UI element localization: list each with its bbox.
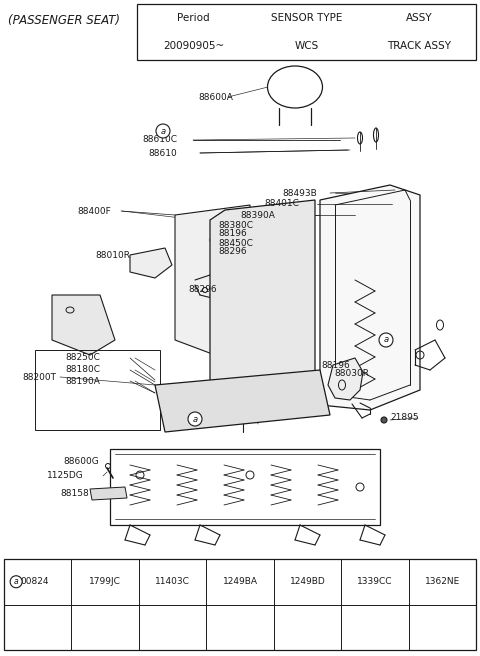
- Text: a: a: [14, 577, 18, 586]
- Text: a: a: [160, 127, 166, 136]
- Text: SENSOR TYPE: SENSOR TYPE: [271, 13, 342, 23]
- Ellipse shape: [300, 613, 315, 620]
- Bar: [137, 4, 476, 60]
- Polygon shape: [52, 295, 115, 355]
- Circle shape: [10, 576, 22, 588]
- Circle shape: [379, 333, 393, 347]
- Text: 1249BD: 1249BD: [289, 577, 325, 586]
- Ellipse shape: [267, 66, 323, 108]
- Ellipse shape: [164, 610, 181, 620]
- Ellipse shape: [363, 614, 387, 628]
- Text: 88610: 88610: [148, 148, 177, 157]
- Ellipse shape: [232, 613, 248, 620]
- Text: 88190A: 88190A: [65, 377, 100, 386]
- Text: 88030R: 88030R: [334, 369, 369, 379]
- Circle shape: [188, 412, 202, 426]
- Text: WCS: WCS: [294, 41, 319, 51]
- Text: 88400F: 88400F: [77, 207, 111, 216]
- Bar: [35, 350, 160, 430]
- Text: 88390A: 88390A: [240, 211, 275, 220]
- Text: 11403C: 11403C: [155, 577, 190, 586]
- Text: 88296: 88296: [188, 285, 216, 295]
- Text: 00824: 00824: [20, 577, 48, 586]
- Bar: [110, 449, 380, 525]
- Polygon shape: [320, 185, 420, 410]
- Bar: [4, 559, 476, 650]
- Polygon shape: [210, 200, 315, 390]
- Text: 1362NE: 1362NE: [425, 577, 460, 586]
- Text: 88196: 88196: [321, 361, 350, 369]
- Polygon shape: [155, 370, 330, 432]
- Text: (PASSENGER SEAT): (PASSENGER SEAT): [8, 14, 120, 27]
- Text: 88380C: 88380C: [218, 220, 253, 230]
- Ellipse shape: [381, 417, 387, 423]
- Text: 88296: 88296: [218, 247, 247, 256]
- Polygon shape: [90, 487, 127, 500]
- Text: 1249BA: 1249BA: [223, 577, 257, 586]
- Circle shape: [156, 124, 170, 138]
- Text: 1125DG: 1125DG: [47, 472, 84, 480]
- Text: 88180C: 88180C: [65, 365, 100, 375]
- Text: 88250C: 88250C: [65, 354, 100, 363]
- Text: ASSY: ASSY: [406, 13, 433, 23]
- Ellipse shape: [437, 618, 447, 623]
- Text: 88158: 88158: [60, 489, 89, 499]
- Text: 88610C: 88610C: [142, 136, 177, 144]
- Text: 88196: 88196: [218, 230, 247, 239]
- Text: a: a: [384, 335, 389, 344]
- Polygon shape: [175, 205, 250, 355]
- Text: 88600A: 88600A: [198, 92, 233, 102]
- Text: 88200T: 88200T: [22, 373, 56, 382]
- Ellipse shape: [369, 617, 381, 625]
- Text: 1799JC: 1799JC: [89, 577, 121, 586]
- Text: 20090905~: 20090905~: [163, 41, 224, 51]
- Text: a: a: [192, 415, 198, 424]
- Polygon shape: [328, 358, 363, 400]
- Text: 21895: 21895: [390, 413, 419, 422]
- Text: TRACK ASSY: TRACK ASSY: [387, 41, 452, 51]
- Polygon shape: [130, 248, 172, 278]
- Text: 88401C: 88401C: [264, 199, 299, 209]
- Text: 88010R: 88010R: [95, 251, 130, 260]
- Text: 1339CC: 1339CC: [357, 577, 393, 586]
- Text: Period: Period: [177, 13, 210, 23]
- Text: 88493B: 88493B: [282, 188, 317, 197]
- Text: 88600G: 88600G: [63, 457, 99, 466]
- Text: 88450C: 88450C: [218, 239, 253, 247]
